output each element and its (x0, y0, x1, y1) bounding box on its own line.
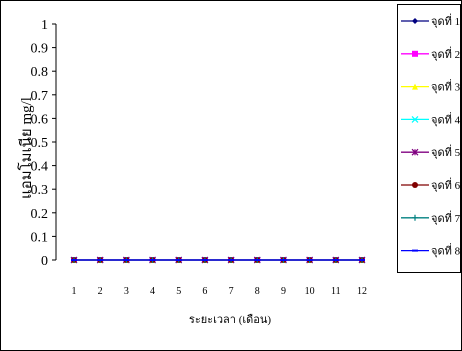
legend-label: จุดที่ 6 (431, 177, 461, 192)
legend-marker (412, 50, 418, 57)
x-tick-label: 2 (98, 286, 103, 297)
legend-label: จุดที่ 4 (431, 111, 461, 126)
x-tick-label: 10 (305, 286, 315, 297)
legend-label: จุดที่ 5 (431, 144, 461, 159)
x-tick-label: 11 (331, 286, 341, 297)
y-tick-label: 0.6 (31, 112, 49, 127)
series-layer (70, 256, 366, 264)
legend-item: จุดที่ 2 (401, 46, 460, 61)
legend-marker (412, 83, 418, 90)
y-tick-label: 1 (41, 18, 48, 33)
legend-marker (411, 148, 419, 156)
legend: จุดที่ 1 จุดที่ 2 จุดที่ 3 จุดที่ 4 จุดที่ 5… (397, 4, 461, 273)
legend-item: จุดที่ 8 (401, 243, 461, 258)
x-tick-label: 1 (72, 286, 77, 297)
legend-label: จุดที่ 7 (431, 210, 461, 225)
legend-marker (412, 18, 418, 24)
legend-marker (411, 115, 419, 123)
legend-label: จุดที่ 3 (431, 79, 461, 94)
x-tick-label: 4 (150, 286, 155, 297)
y-tick-label: 0.2 (31, 207, 49, 222)
x-axis-label: ระยะเวลา (เดือน) (189, 313, 271, 326)
legend-item: จุดที่ 7 (401, 210, 461, 225)
y-tick-label: 0.9 (31, 42, 49, 57)
legend-marker (412, 182, 418, 188)
x-tick-label: 8 (255, 286, 260, 297)
x-tick-label: 7 (229, 286, 234, 297)
x-tick-label: 9 (281, 286, 286, 297)
y-tick-label: 0.5 (31, 136, 49, 151)
y-tick-label: 0.7 (31, 89, 49, 104)
legend-label: จุดที่ 2 (431, 46, 460, 61)
y-tick-label: 0.4 (31, 160, 49, 175)
x-axis-ticks: 1 2 3 4 5 6 7 8 9 10 11 12 (72, 286, 368, 297)
x-tick-label: 6 (202, 286, 207, 297)
legend-item: จุดที่ 6 (401, 177, 461, 192)
y-axis-ticks: 0 0.1 0.2 0.3 0.4 0.5 0.6 0.7 0.8 0.9 1 (31, 18, 56, 269)
x-tick-label: 3 (124, 286, 129, 297)
legend-item: จุดที่ 1 (401, 13, 460, 28)
y-tick-label: 0.8 (31, 65, 49, 80)
x-tick-label: 12 (357, 286, 367, 297)
y-tick-label: 0.1 (31, 230, 49, 245)
legend-item: จุดที่ 5 (401, 144, 461, 159)
y-axis-label: แอมโมเนีย mg/l (17, 97, 35, 199)
x-tick-label: 5 (176, 286, 181, 297)
legend-box (397, 4, 461, 273)
legend-marker (412, 214, 418, 221)
legend-label: จุดที่ 1 (431, 13, 460, 28)
legend-item: จุดที่ 3 (401, 79, 461, 94)
legend-label: จุดที่ 8 (431, 243, 461, 258)
y-tick-label: 0 (41, 254, 48, 269)
legend-item: จุดที่ 4 (401, 111, 461, 126)
y-tick-label: 0.3 (31, 183, 49, 198)
